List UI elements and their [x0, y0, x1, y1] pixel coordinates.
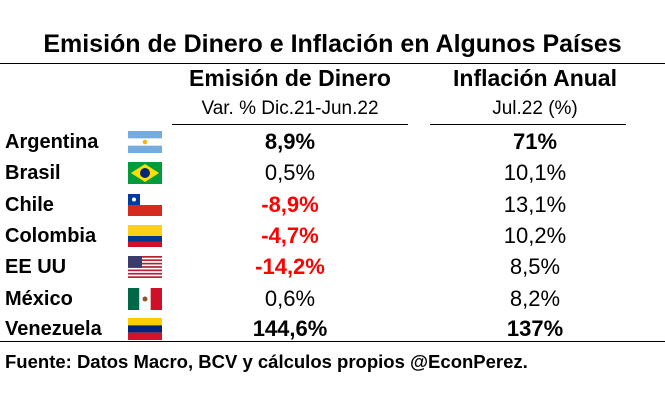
country-label: Venezuela	[5, 318, 102, 340]
inflacion-value: 10,2%	[503, 223, 567, 248]
inflacion-value: 8,2%	[509, 286, 561, 311]
inflacion-value: 8,5%	[509, 254, 561, 279]
header-emision: Emisión de Dinero	[189, 65, 391, 91]
emision-value: -4,7%	[261, 223, 319, 248]
inflacion-value: 71%	[512, 129, 558, 154]
argentina-flag-icon	[128, 131, 162, 153]
inflacion-value: 13,1%	[503, 192, 567, 217]
brazil-flag-icon	[128, 162, 162, 184]
inflacion-value: 137%	[506, 316, 564, 341]
country-label: México	[5, 288, 73, 310]
header-rule-inflacion	[430, 124, 626, 125]
subheader-emision: Var. % Dic.21-Jun.22	[201, 98, 379, 119]
country-label: Argentina	[5, 131, 99, 153]
footer-rule	[0, 341, 665, 342]
emision-value: 0,6%	[264, 286, 316, 311]
mexico-flag-icon	[128, 288, 162, 310]
chile-flag-icon	[128, 194, 162, 216]
usa-flag-icon	[128, 256, 162, 278]
title-rule	[0, 63, 665, 64]
colombia-flag-icon	[128, 225, 162, 247]
header-rule-emision	[172, 124, 408, 125]
emision-value: -8,9%	[261, 192, 319, 217]
subheader-inflacion: Jul.22 (%)	[492, 98, 578, 119]
country-label: Colombia	[5, 225, 97, 247]
country-label: Brasil	[5, 162, 61, 184]
table-title: Emisión de Dinero e Inflación en Algunos…	[43, 30, 622, 58]
header-inflacion: Inflación Anual	[453, 65, 617, 91]
emision-value: 144,6%	[252, 316, 328, 341]
inflacion-value: 10,1%	[503, 160, 567, 185]
emision-value: 8,9%	[264, 129, 316, 154]
country-label: EE UU	[5, 256, 67, 278]
venezuela-flag-icon	[128, 318, 162, 340]
emision-value: -14,2%	[255, 254, 325, 279]
emision-value: 0,5%	[264, 160, 316, 185]
source-note: Fuente: Datos Macro, BCV y cálculos prop…	[5, 351, 528, 372]
country-label: Chile	[5, 194, 54, 216]
